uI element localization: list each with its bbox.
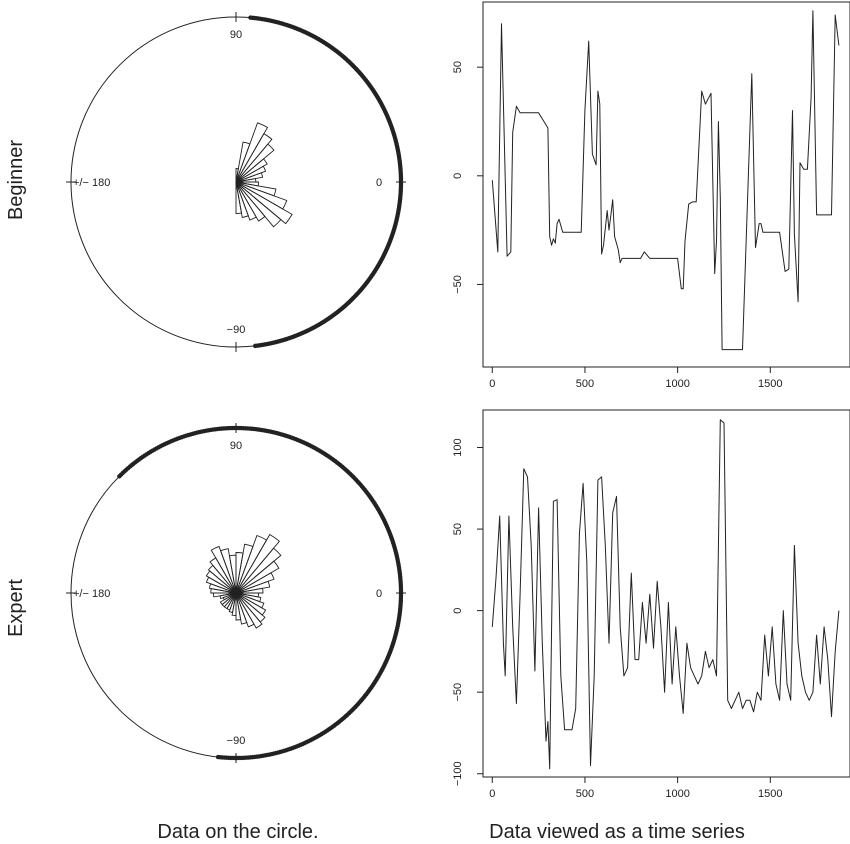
x-tick-label: 0: [489, 788, 495, 800]
rose-petal: [235, 592, 265, 609]
y-tick-label: 50: [452, 61, 464, 73]
rose-petal: [235, 133, 273, 183]
rose-petal: [210, 545, 237, 594]
x-tick-label: 1000: [665, 788, 689, 800]
rose-petal: [235, 592, 267, 616]
circle-label-180: +/− 180: [73, 588, 110, 600]
rose-petal: [235, 592, 263, 629]
rose-petal: [235, 533, 281, 594]
rose-diagram: [235, 122, 293, 228]
rose-petal: [235, 552, 244, 594]
circle-point: [252, 343, 258, 349]
rose-petal: [235, 592, 266, 623]
row-label-expert: Expert: [5, 579, 27, 637]
circle-points: [248, 15, 404, 349]
caption-right: Data viewed as a time series: [489, 821, 745, 843]
circle-label-0: 0: [376, 177, 382, 189]
rose-petal: [235, 181, 293, 225]
circle-plot-expert: 90 0 −90 +/− 180: [66, 423, 406, 763]
rose-petal: [208, 583, 237, 594]
rose-petal: [210, 588, 237, 594]
rose-petal: [219, 592, 237, 600]
y-tick-label: 50: [452, 523, 464, 535]
circle-label-0: 0: [376, 588, 382, 600]
y-tick-label: −50: [452, 683, 464, 702]
rose-petal: [235, 543, 254, 594]
y-tick-label: 100: [452, 438, 464, 456]
circle-label-90: 90: [230, 29, 242, 41]
plot-frame: [482, 1, 850, 368]
rose-petal: [235, 560, 280, 594]
rose-petal: [235, 141, 251, 183]
rose-petal: [235, 534, 268, 594]
rose-petal: [235, 592, 262, 603]
rose-petal: [235, 168, 239, 183]
series-line: [491, 10, 840, 351]
caption-left: Data on the circle.: [157, 821, 318, 843]
rose-petal: [205, 576, 237, 594]
x-tick-label: 0: [489, 378, 495, 390]
series-line: [491, 419, 840, 770]
timeseries-plot-expert: 0 500 1000 1500 −100 −50 0 50 100: [452, 409, 850, 800]
x-tick-label: 500: [576, 788, 594, 800]
y-tick-label: 0: [452, 608, 464, 614]
circle-label-neg90: −90: [227, 735, 246, 747]
row-label-beginner: Beginner: [5, 140, 27, 220]
y-tick-label: −50: [452, 275, 464, 294]
timeseries-plot-beginner: 0 500 1000 1500 −50 0 50: [452, 1, 850, 390]
circle-plot-beginner: 90 0 −90 +/− 180: [66, 12, 406, 352]
rose-petal: [209, 557, 237, 594]
x-tick-label: 1500: [758, 378, 782, 390]
circle-label-180: +/− 180: [73, 177, 110, 189]
y-tick-label: 0: [452, 173, 464, 179]
circle-points: [117, 425, 404, 761]
rose-petal: [235, 181, 259, 187]
rose-petal: [235, 122, 269, 183]
x-tick-label: 500: [576, 378, 594, 390]
rose-petal: [207, 564, 237, 594]
circle-label-neg90: −90: [227, 324, 246, 336]
x-tick-label: 1000: [665, 378, 689, 390]
rose-petal: [235, 181, 288, 210]
circle-label-90: 90: [230, 440, 242, 452]
circle-point: [215, 754, 221, 760]
x-tick-label: 1500: [758, 788, 782, 800]
rose-petal: [205, 570, 237, 594]
y-tick-label: −100: [452, 761, 464, 786]
plot-frame: [482, 409, 850, 778]
rose-diagram: [205, 533, 282, 629]
rose-petal: [235, 181, 277, 197]
